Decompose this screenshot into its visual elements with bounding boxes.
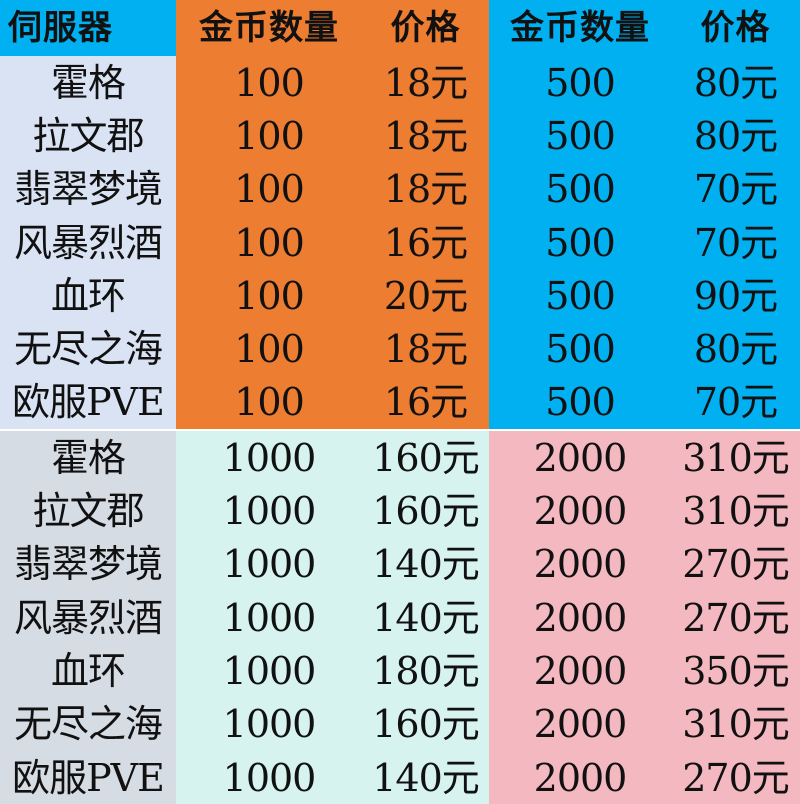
gold-amount-a: 1000: [176, 537, 362, 591]
price-b: 310元: [671, 697, 800, 751]
price-b: 70元: [671, 375, 800, 430]
price-b: 310元: [671, 484, 800, 538]
server-name: 欧服PVE: [0, 375, 176, 430]
price-b: 270元: [671, 750, 800, 804]
server-name: 血环: [0, 269, 176, 323]
server-name: 无尽之海: [0, 322, 176, 376]
gold-amount-b: 500: [489, 162, 671, 216]
gold-amount-a: 1000: [176, 644, 362, 698]
header-price-a: 价格: [362, 0, 489, 56]
gold-amount-b: 2000: [489, 750, 671, 804]
server-name: 霍格: [0, 431, 176, 485]
price-b: 90元: [671, 269, 800, 323]
price-b: 80元: [671, 109, 800, 163]
price-a: 140元: [362, 590, 489, 645]
server-name: 拉文郡: [0, 484, 176, 538]
gold-amount-b: 500: [489, 56, 671, 110]
gold-amount-b: 500: [489, 109, 671, 163]
section-divider: [489, 429, 671, 432]
price-a: 20元: [362, 269, 489, 323]
price-a: 16元: [362, 375, 489, 430]
section-divider: [176, 429, 362, 432]
server-name: 血环: [0, 644, 176, 698]
price-b: 350元: [671, 644, 800, 698]
price-a: 160元: [362, 484, 489, 538]
price-b: 80元: [671, 322, 800, 376]
gold-amount-a: 1000: [176, 697, 362, 751]
price-a: 18元: [362, 109, 489, 163]
price-b: 270元: [671, 537, 800, 591]
price-b: 310元: [671, 431, 800, 485]
gold-amount-a: 100: [176, 322, 362, 376]
gold-amount-b: 2000: [489, 590, 671, 645]
price-b: 80元: [671, 56, 800, 110]
header-price-b: 价格: [671, 0, 800, 56]
price-a: 18元: [362, 162, 489, 216]
server-name: 翡翠梦境: [0, 162, 176, 216]
gold-amount-a: 100: [176, 375, 362, 430]
gold-amount-a: 100: [176, 109, 362, 163]
price-a: 140元: [362, 537, 489, 591]
price-b: 70元: [671, 162, 800, 216]
server-name: 翡翠梦境: [0, 537, 176, 591]
gold-amount-b: 500: [489, 375, 671, 430]
price-b: 270元: [671, 590, 800, 645]
server-name: 霍格: [0, 56, 176, 110]
gold-amount-a: 1000: [176, 590, 362, 645]
header-gold-amount-b: 金币数量: [489, 0, 671, 56]
server-name: 欧服PVE: [0, 750, 176, 804]
gold-amount-b: 2000: [489, 644, 671, 698]
server-name: 风暴烈酒: [0, 215, 176, 270]
price-a: 16元: [362, 215, 489, 270]
gold-amount-a: 100: [176, 215, 362, 270]
server-name: 风暴烈酒: [0, 590, 176, 645]
price-a: 18元: [362, 322, 489, 376]
section-divider: [671, 429, 800, 432]
price-a: 140元: [362, 750, 489, 804]
gold-amount-a: 100: [176, 56, 362, 110]
gold-amount-b: 2000: [489, 537, 671, 591]
gold-amount-a: 1000: [176, 750, 362, 804]
gold-amount-a: 1000: [176, 484, 362, 538]
price-a: 18元: [362, 56, 489, 110]
section-divider: [0, 429, 176, 432]
section-divider: [362, 429, 489, 432]
gold-amount-a: 1000: [176, 431, 362, 485]
price-b: 70元: [671, 215, 800, 270]
gold-amount-b: 2000: [489, 697, 671, 751]
header-gold-amount-a: 金币数量: [176, 0, 362, 56]
gold-amount-b: 500: [489, 215, 671, 270]
price-a: 180元: [362, 644, 489, 698]
server-name: 无尽之海: [0, 697, 176, 751]
server-name: 拉文郡: [0, 109, 176, 163]
gold-amount-b: 500: [489, 322, 671, 376]
gold-amount-a: 100: [176, 269, 362, 323]
price-a: 160元: [362, 431, 489, 485]
price-a: 160元: [362, 697, 489, 751]
gold-amount-b: 2000: [489, 431, 671, 485]
gold-amount-b: 500: [489, 269, 671, 323]
header-server: 伺服器: [0, 0, 176, 56]
gold-amount-a: 100: [176, 162, 362, 216]
gold-amount-b: 2000: [489, 484, 671, 538]
